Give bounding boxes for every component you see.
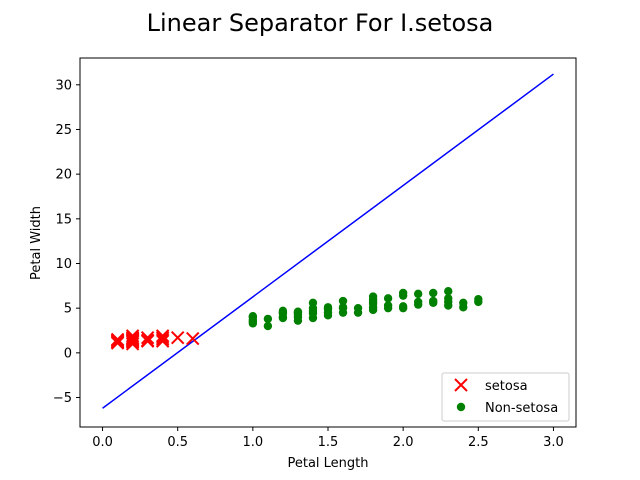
y-tick-label: 5 bbox=[64, 302, 72, 317]
data-point-non-setosa bbox=[429, 296, 438, 306]
data-point-non-setosa bbox=[429, 288, 438, 298]
data-point-setosa bbox=[140, 330, 155, 345]
data-point-non-setosa bbox=[413, 297, 423, 307]
x-tick-label: 2.5 bbox=[468, 435, 489, 450]
chart-title: Linear Separator For I.setosa bbox=[147, 9, 494, 37]
x-tick-label: 3.0 bbox=[543, 435, 564, 450]
data-point-non-setosa bbox=[263, 314, 273, 324]
x-tick-label: 0.5 bbox=[167, 435, 188, 450]
x-axis-label: Petal Length bbox=[287, 456, 368, 471]
data-point-non-setosa bbox=[459, 298, 468, 308]
legend-box bbox=[441, 372, 570, 422]
data-point-non-setosa bbox=[353, 303, 363, 313]
data-point-non-setosa bbox=[263, 321, 273, 331]
legend-dot-marker bbox=[456, 402, 466, 412]
data-point-non-setosa bbox=[383, 301, 393, 310]
data-point-non-setosa bbox=[338, 296, 348, 306]
x-tick-label: 1.0 bbox=[243, 435, 264, 450]
x-tick-label: 1.5 bbox=[318, 435, 339, 450]
data-point-non-setosa bbox=[444, 286, 453, 296]
data-point-non-setosa bbox=[308, 298, 318, 308]
data-point-non-setosa bbox=[444, 294, 453, 303]
legend-x-marker bbox=[454, 378, 468, 392]
y-tick-label: 10 bbox=[55, 257, 72, 272]
data-point-non-setosa bbox=[398, 302, 408, 311]
legend-marker-setosa bbox=[454, 378, 468, 392]
data-point-setosa bbox=[155, 329, 170, 343]
data-point-non-setosa bbox=[293, 307, 303, 316]
y-tick-label: 25 bbox=[55, 123, 72, 138]
data-point-non-setosa bbox=[368, 292, 378, 301]
x-tick-label: 0.0 bbox=[92, 435, 113, 450]
y-axis-label: Petal Width bbox=[29, 206, 44, 280]
data-point-setosa bbox=[110, 332, 125, 347]
y-tick-label: 0 bbox=[64, 346, 72, 361]
data-point-setosa bbox=[125, 335, 140, 349]
y-tick-label: 30 bbox=[55, 78, 72, 93]
data-point-non-setosa bbox=[474, 295, 483, 304]
separator-line bbox=[102, 73, 554, 409]
data-point-non-setosa bbox=[278, 308, 288, 317]
x-tick-label: 2.0 bbox=[393, 435, 414, 450]
legend-marker-non-setosa bbox=[456, 402, 466, 412]
data-point-non-setosa bbox=[323, 303, 333, 312]
legend-label-setosa: setosa bbox=[485, 379, 528, 394]
plot-layer bbox=[102, 73, 554, 409]
data-point-setosa bbox=[125, 331, 140, 346]
legend-label-non-setosa: Non-setosa bbox=[485, 401, 558, 416]
data-point-setosa bbox=[140, 334, 155, 348]
axis-layer: 0.0 0.5 1.0 1.5 2.0 2.5 3.0 −5 0 5 10 15 20 25 30 bbox=[53, 78, 564, 450]
data-point-non-setosa bbox=[413, 289, 423, 299]
data-point-non-setosa bbox=[338, 303, 348, 312]
data-point-setosa bbox=[125, 337, 140, 351]
data-point-setosa bbox=[170, 330, 185, 345]
data-point-setosa bbox=[110, 334, 125, 348]
data-point-non-setosa bbox=[383, 294, 393, 303]
data-point-non-setosa bbox=[398, 288, 408, 298]
y-tick-label: 15 bbox=[55, 212, 72, 227]
data-point-non-setosa bbox=[248, 312, 258, 321]
data-point-setosa bbox=[155, 334, 170, 348]
y-tick-label: −5 bbox=[53, 391, 72, 406]
legend: setosa Non-setosa bbox=[441, 372, 570, 422]
y-tick-label: 20 bbox=[55, 168, 72, 183]
data-point-setosa bbox=[155, 332, 170, 347]
data-point-setosa bbox=[155, 330, 170, 345]
data-point-setosa bbox=[186, 331, 200, 346]
